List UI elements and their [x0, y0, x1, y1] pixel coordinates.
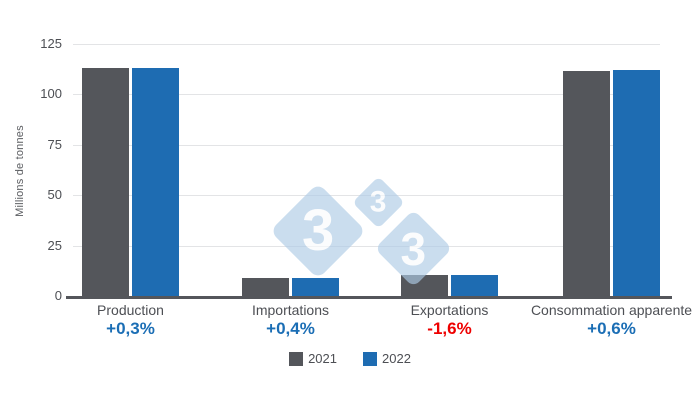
category-label: Exportations [410, 302, 489, 318]
bar-2022-importations [292, 277, 339, 296]
change-label: +0,4% [266, 319, 315, 338]
bar-2021-consommation-apparente [563, 71, 610, 296]
bar-2022-production [132, 67, 179, 296]
gridline [73, 245, 660, 247]
watermark-digit: 3 [369, 185, 387, 218]
watermark-diamond: 3 [269, 182, 367, 280]
gridline [73, 94, 660, 96]
bar-2022-exportations [451, 275, 498, 296]
x-axis-line [66, 296, 672, 299]
category-label: Production [97, 302, 164, 318]
y-tick-label: 125 [40, 36, 62, 51]
bar-2022-consommation-apparente [613, 70, 660, 296]
category-label: Consommation apparente [530, 302, 693, 318]
y-tick-label: 50 [47, 187, 62, 203]
bar-2021-importations [242, 277, 289, 296]
y-tick-label: 100 [40, 86, 62, 102]
watermark-digit: 3 [301, 197, 335, 263]
change-label: +0,3% [106, 319, 155, 338]
legend-swatch-2021 [289, 351, 304, 366]
legend-label-2021: 2021 [308, 351, 337, 366]
watermark-diamond: 3 [351, 175, 405, 229]
category-label: Importations [251, 302, 330, 318]
y-tick-label: 75 [47, 136, 62, 152]
legend-label-2022: 2022 [382, 351, 411, 366]
gridline [73, 44, 660, 45]
change-label: +0,6% [587, 319, 636, 338]
watermark-digit: 3 [400, 222, 426, 274]
legend-swatch-2022 [363, 351, 377, 366]
legend-item-2022: 2022 [363, 351, 411, 366]
y-tick-label: 25 [47, 237, 62, 253]
chart-legend: 2021 2022 [0, 351, 700, 366]
change-label: -1,6% [427, 319, 472, 338]
bar-2021-production [82, 68, 129, 296]
gridline [73, 144, 660, 146]
y-axis-title: Millions de tonnes [14, 125, 26, 217]
y-tick-label: 0 [54, 288, 62, 303]
legend-item-2021: 2021 [289, 351, 337, 366]
